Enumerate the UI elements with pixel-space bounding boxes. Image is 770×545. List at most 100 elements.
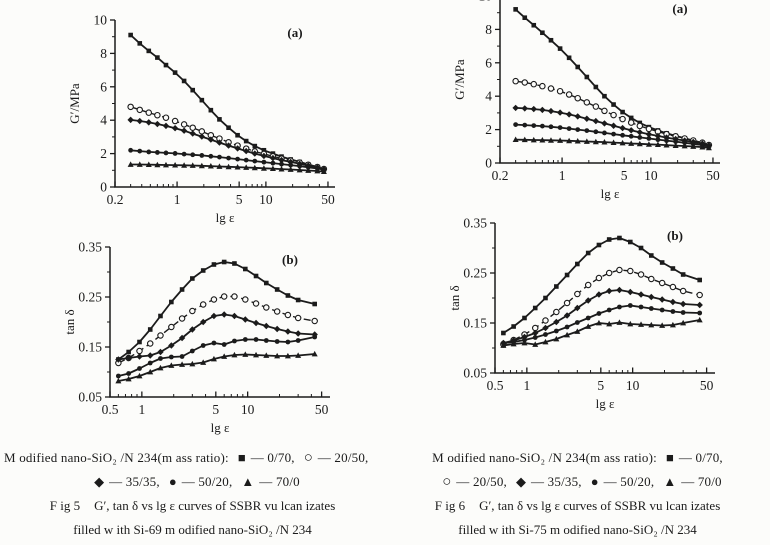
- svg-text:0.25: 0.25: [78, 290, 102, 305]
- fig5-number: F ig 5: [49, 498, 81, 513]
- svg-text:50: 50: [706, 168, 720, 183]
- figure-5: 0 2 4 6 8 10 0.2 1 5 10 50 lg ε G′/MPa (a) 0.05 0.15 0.…: [0, 0, 385, 542]
- fig6-caption: M odified nano-SiO₂ /N 234(m ass ratio):…: [385, 440, 770, 542]
- fig5-legend-item-0: ■ — 0/70,: [229, 450, 295, 465]
- fig6-legend-item-4-label: — 70/0: [681, 474, 722, 489]
- open-circle-icon: ○: [303, 450, 313, 466]
- svg-text:0.15: 0.15: [78, 340, 102, 355]
- svg-text:5: 5: [236, 192, 243, 207]
- svg-text:(a): (a): [672, 1, 687, 16]
- svg-text:G′/MPa: G′/MPa: [67, 83, 82, 124]
- svg-text:(b): (b): [667, 228, 683, 243]
- svg-text:lg ε: lg ε: [216, 210, 235, 225]
- fig5-legend-intro: M odified nano-SiO₂ /N 234(m ass ratio):: [4, 450, 229, 465]
- filled-diamond-icon: ◆: [516, 474, 527, 489]
- fig6-legend-item-3: ● — 50/20,: [582, 474, 655, 489]
- fig6-legend-item-1-label: — 20/50,: [456, 474, 508, 489]
- fig6-chart-a: 0 2 4 6 8 10 0.2 1 5 10 50 lg ε G′/MPa (a): [452, 0, 720, 201]
- svg-text:(a): (a): [287, 25, 302, 40]
- filled-diamond-icon: ◆: [94, 474, 105, 489]
- fig6-title-line: F ig 6 G′, tan δ vs lg ε curves of SSBR v…: [385, 494, 770, 518]
- fig6-legend-item-2-label: — 35/35,: [531, 474, 582, 489]
- figure-5-charts: 0 2 4 6 8 10 0.2 1 5 10 50 lg ε G′/MPa (a) 0.05 0.15 0.…: [0, 0, 385, 440]
- fig5-legend-item-3-label: — 50/20,: [181, 474, 233, 489]
- filled-triangle-icon: ▲: [663, 474, 677, 489]
- svg-text:0.2: 0.2: [107, 192, 124, 207]
- fig5-subtitle: filled w ith Si-69 m odified nano-SiO₂ /…: [73, 522, 312, 537]
- fig6-chart-b: 0.05 0.15 0.25 0.35 0.5 1 5 10 50 lg ε tan δ (b): [447, 216, 715, 411]
- filled-square-icon: ■: [237, 450, 246, 465]
- open-circle-icon: ○: [442, 474, 452, 490]
- filled-circle-icon: ●: [590, 474, 599, 489]
- fig5-legend-line-2: ◆ — 35/35, ● — 50/20, ▲ — 70/0: [0, 470, 385, 494]
- fig5-legend-item-2: ◆ — 35/35,: [85, 474, 160, 489]
- svg-text:0.5: 0.5: [102, 402, 119, 417]
- figure-6: 0 2 4 6 8 10 0.2 1 5 10 50 lg ε G′/MPa (a) 0.05 0.15 0.…: [385, 0, 770, 545]
- filled-circle-icon: ●: [168, 474, 177, 489]
- svg-text:2: 2: [100, 146, 107, 161]
- fig6-legend-item-4: ▲ — 70/0: [654, 474, 721, 489]
- svg-text:0.2: 0.2: [492, 168, 509, 183]
- svg-text:10: 10: [241, 402, 255, 417]
- fig6-legend-item-1: ○ — 20/50,: [433, 474, 508, 490]
- svg-text:0.5: 0.5: [487, 378, 504, 393]
- svg-text:10: 10: [94, 13, 108, 28]
- fig5-legend-line-1: M odified nano-SiO₂ /N 234(m ass ratio):…: [0, 446, 385, 470]
- svg-text:5: 5: [212, 402, 219, 417]
- fig6-legend-line-1: M odified nano-SiO₂ /N 234(m ass ratio):…: [385, 446, 770, 470]
- svg-text:(b): (b): [282, 252, 298, 267]
- fig5-title: G′, tan δ vs lg ε curves of SSBR vu lcan…: [94, 498, 336, 513]
- fig6-title: G′, tan δ vs lg ε curves of SSBR vu lcan…: [479, 498, 721, 513]
- figure-6-charts: 0 2 4 6 8 10 0.2 1 5 10 50 lg ε G′/MPa (a) 0.05 0.15 0.…: [385, 0, 770, 416]
- svg-text:0.35: 0.35: [463, 216, 487, 231]
- fig5-legend-item-4: ▲ — 70/0: [232, 474, 299, 489]
- fig5-chart-a: 0 2 4 6 8 10 0.2 1 5 10 50 lg ε G′/MPa (a): [67, 13, 335, 225]
- svg-text:4: 4: [485, 89, 492, 104]
- svg-text:G′/MPa: G′/MPa: [452, 59, 467, 100]
- svg-text:6: 6: [100, 79, 107, 94]
- svg-text:lg ε: lg ε: [601, 186, 620, 201]
- fig6-legend-item-3-label: — 50/20,: [603, 474, 655, 489]
- fig5-legend-item-3: ● — 50/20,: [160, 474, 233, 489]
- svg-text:10: 10: [644, 168, 658, 183]
- filled-triangle-icon: ▲: [241, 474, 255, 489]
- fig6-legend-item-0-label: — 0/70,: [678, 450, 723, 465]
- fig5-chart-b: 0.05 0.15 0.25 0.35 0.5 1 5 10 50 lg ε tan δ (b): [62, 240, 330, 435]
- svg-text:50: 50: [315, 402, 329, 417]
- svg-text:0.25: 0.25: [463, 266, 487, 281]
- svg-text:lg ε: lg ε: [596, 396, 615, 411]
- svg-text:10: 10: [259, 192, 273, 207]
- svg-text:1: 1: [559, 168, 566, 183]
- svg-text:0: 0: [485, 156, 492, 171]
- fig6-legend-item-0: ■ — 0/70,: [657, 450, 723, 465]
- svg-text:10: 10: [626, 378, 640, 393]
- fig6-subtitle: filled w ith Si-75 m odified nano-SiO₂ /…: [458, 522, 697, 537]
- svg-text:50: 50: [321, 192, 335, 207]
- fig5-legend-item-4-label: — 70/0: [259, 474, 300, 489]
- fig5-title-line: F ig 5 G′, tan δ vs lg ε curves of SSBR v…: [0, 494, 385, 518]
- svg-text:6: 6: [485, 55, 492, 70]
- svg-text:0.05: 0.05: [78, 390, 102, 405]
- svg-text:8: 8: [485, 22, 492, 37]
- svg-text:0.15: 0.15: [463, 316, 487, 331]
- svg-text:0: 0: [100, 180, 107, 195]
- svg-text:8: 8: [100, 46, 107, 61]
- svg-text:0.05: 0.05: [463, 366, 487, 381]
- fig6-legend-item-2: ◆ — 35/35,: [507, 474, 582, 489]
- fig5-caption: M odified nano-SiO₂ /N 234(m ass ratio):…: [0, 440, 385, 542]
- svg-text:4: 4: [100, 113, 107, 128]
- svg-text:1: 1: [138, 402, 145, 417]
- svg-text:0.35: 0.35: [78, 240, 102, 255]
- filled-square-icon: ■: [665, 450, 674, 465]
- svg-text:2: 2: [485, 122, 492, 137]
- fig6-legend-intro: M odified nano-SiO₂ /N 234(m ass ratio):: [432, 450, 657, 465]
- svg-text:1: 1: [174, 192, 181, 207]
- fig6-number: F ig 6: [434, 498, 466, 513]
- svg-text:50: 50: [700, 378, 714, 393]
- fig5-legend-item-1-label: — 20/50,: [317, 450, 369, 465]
- svg-text:5: 5: [621, 168, 628, 183]
- svg-text:tan δ: tan δ: [62, 309, 77, 334]
- svg-text:tan δ: tan δ: [447, 285, 462, 310]
- svg-text:10: 10: [479, 0, 493, 4]
